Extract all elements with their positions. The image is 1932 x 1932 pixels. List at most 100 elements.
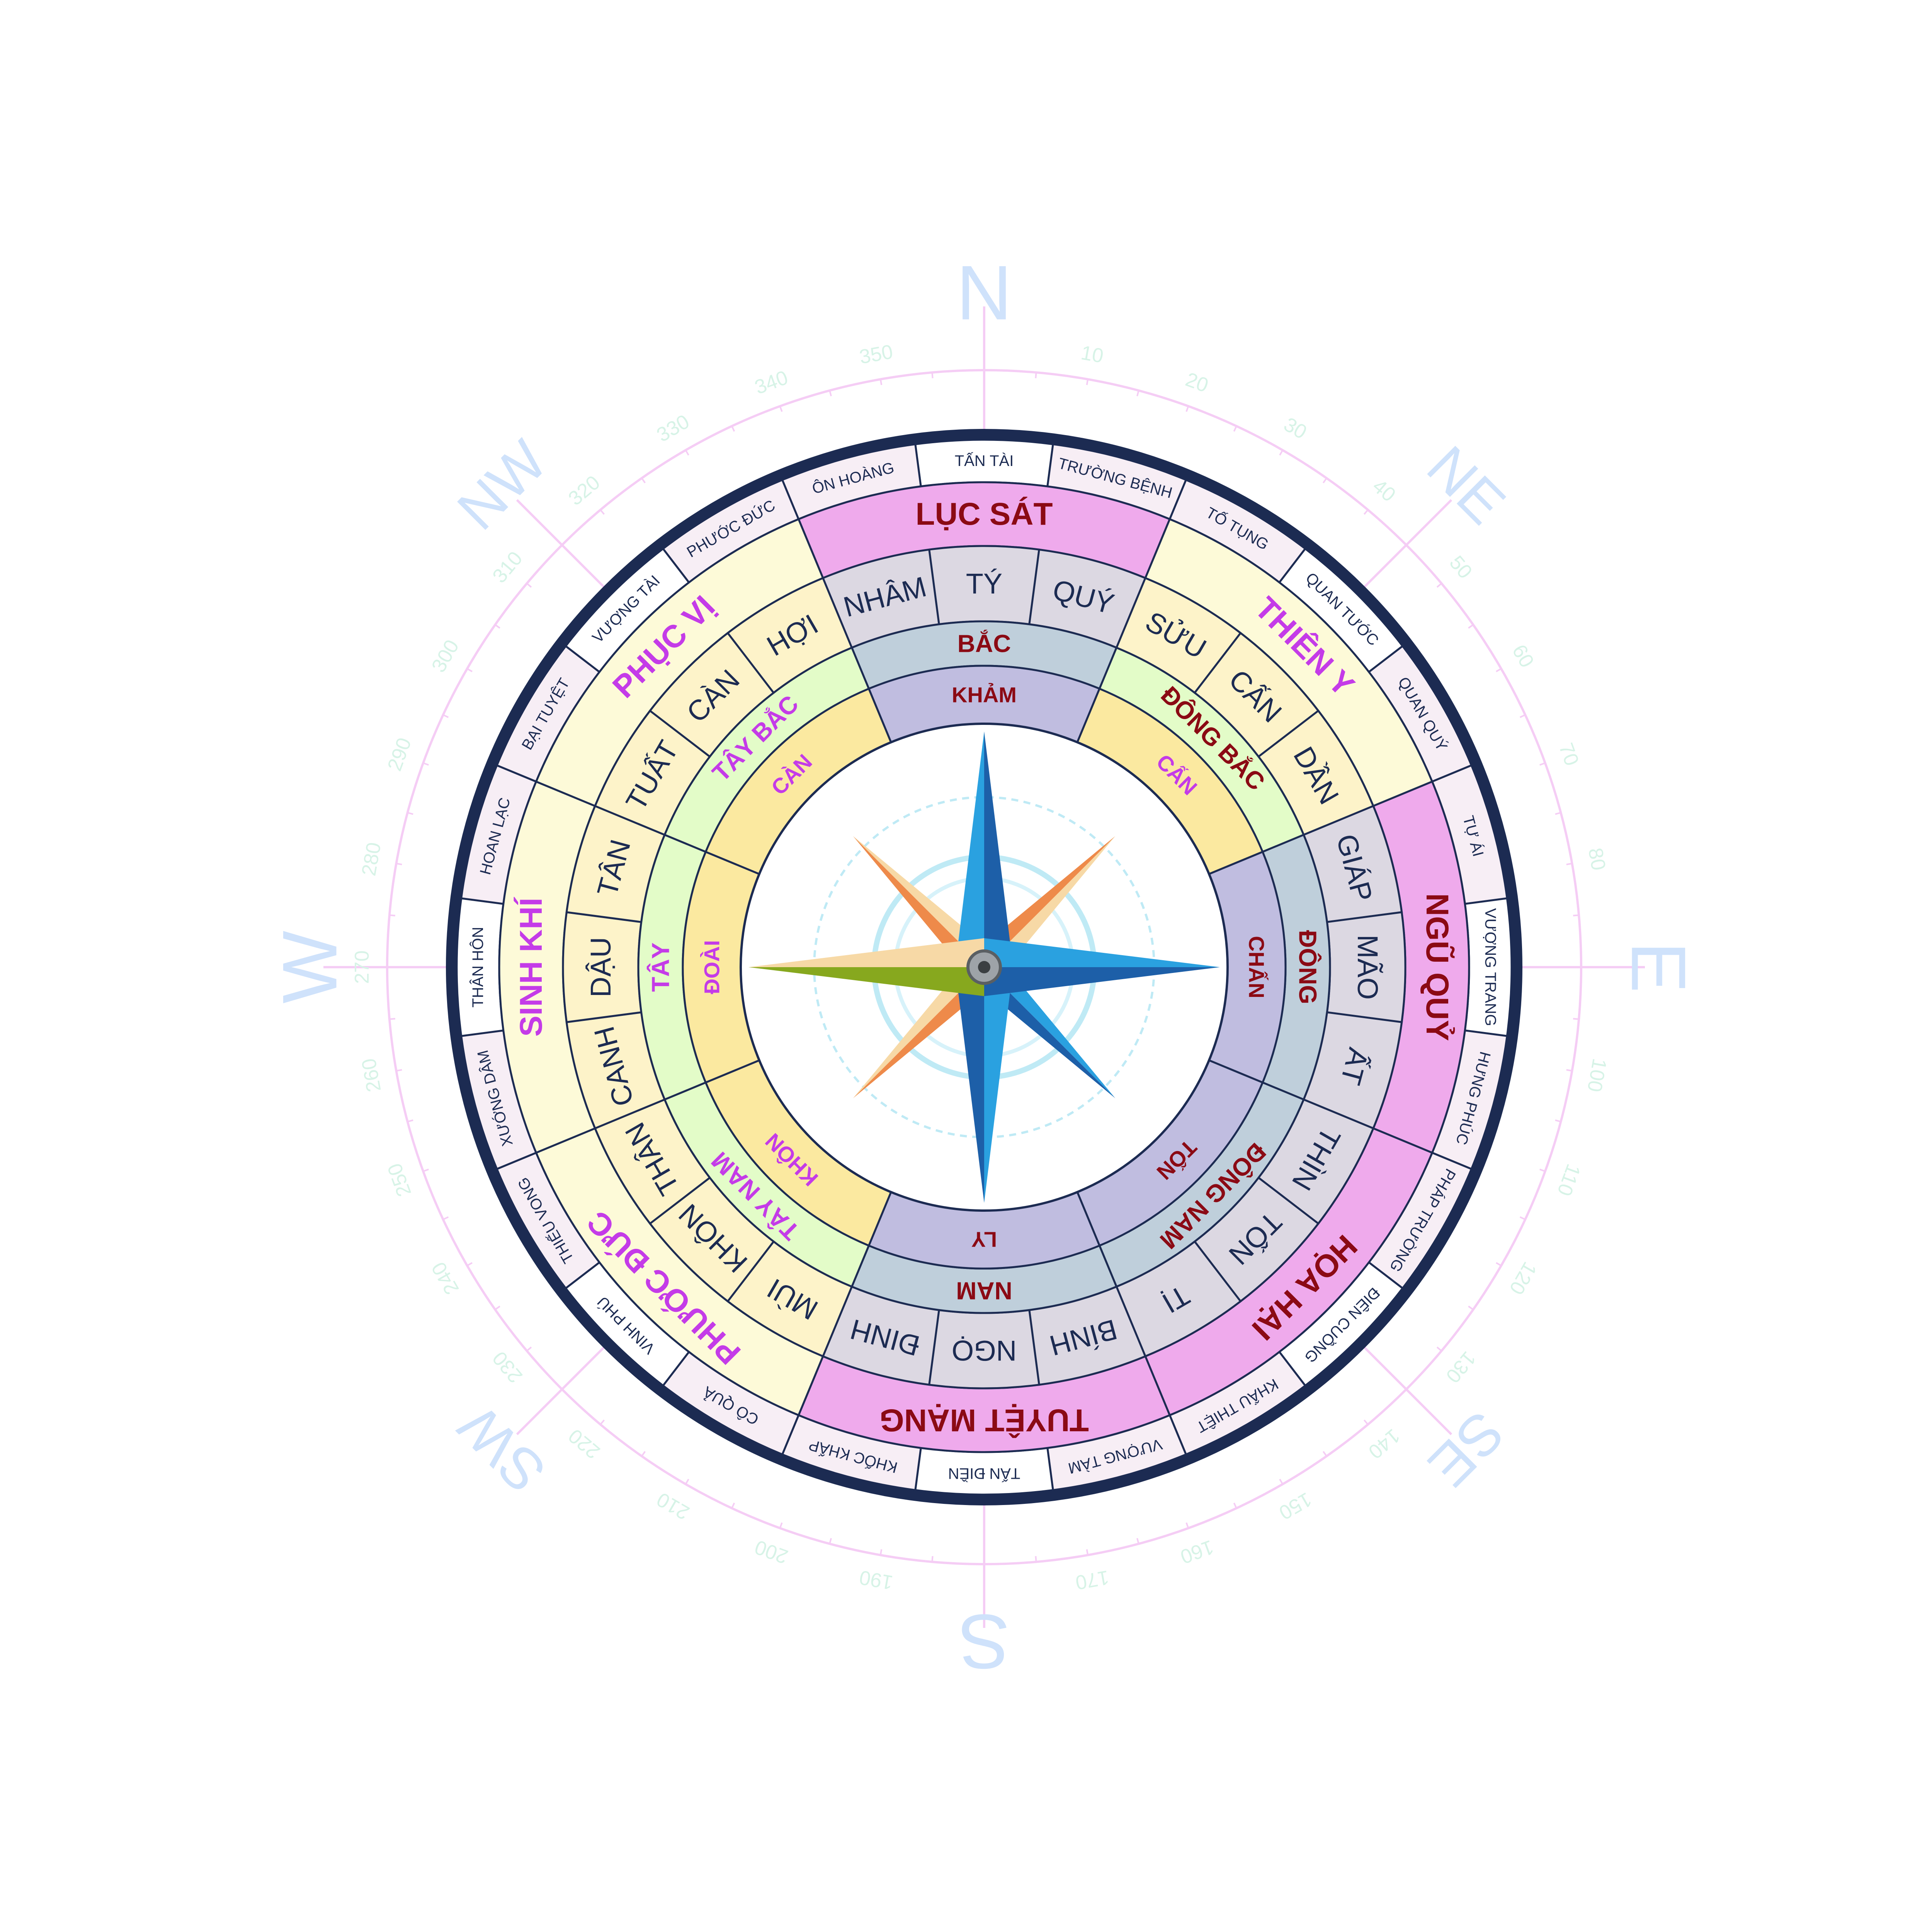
degree-label: 260 [357, 1057, 385, 1094]
mountain-cell: GIÁP [1302, 804, 1403, 923]
rose-tick [442, 714, 449, 718]
rose-tick [526, 1346, 532, 1352]
trigram-label: ĐOÀI [700, 940, 724, 994]
needle-w [748, 938, 984, 996]
mountain-cell: SỬU [1115, 577, 1242, 694]
degree-label: 40 [1368, 475, 1400, 507]
needle-pivot-center [978, 961, 990, 973]
needle-e [984, 938, 1220, 996]
outer-ring-cell: QUAN QUÝ [1367, 645, 1473, 783]
trigram-cell: CÀN [704, 687, 893, 876]
degree-label: 220 [564, 1424, 604, 1463]
needle-n-right [984, 731, 1013, 967]
compass-rose-lines [323, 306, 1645, 1628]
rose-tick [1566, 862, 1572, 866]
mountain-cell: MÃO [1326, 911, 1406, 1024]
rose-tick [779, 406, 783, 412]
degree-label: 270 [351, 951, 373, 984]
mountain-cell: NGỌ [928, 1309, 1041, 1389]
mountain-cell: MÙI [726, 1240, 853, 1358]
outer-ring-cell: KHỐC KHẤP [781, 1414, 922, 1492]
rose-tick [879, 1549, 883, 1555]
needle-e-left [984, 938, 1220, 967]
degree-label: 170 [1074, 1566, 1111, 1594]
degree-label: 10 [1079, 342, 1105, 367]
degree-label: 30 [1280, 413, 1310, 444]
mountain-cell: TÂN [565, 804, 666, 923]
rose-tick [1468, 1305, 1474, 1310]
rose-tick [731, 1502, 735, 1509]
rose-tick [1233, 1502, 1237, 1509]
rose-tick [1519, 1216, 1526, 1220]
rose-tick [1363, 1419, 1369, 1425]
direction-label: TÂY [646, 942, 675, 992]
star-cell: NGŨ QUỶ [1372, 780, 1470, 1154]
degree-label: 140 [1364, 1424, 1404, 1463]
degree-label: 210 [653, 1488, 693, 1524]
rose-tick [1136, 390, 1139, 396]
rose-tick [1436, 1346, 1442, 1352]
mountain-cell: NHÂM [821, 548, 940, 649]
degree-label: 290 [383, 735, 416, 774]
rose-spoke [516, 499, 612, 595]
star-label: NGŨ QUỶ [1420, 893, 1455, 1041]
rose-tick [396, 862, 402, 866]
rose-tick [1185, 1522, 1189, 1529]
direction-label: BẮC [957, 629, 1011, 658]
rose-tick [1468, 624, 1474, 629]
cardinal-w: W [267, 930, 353, 1003]
mountain-cell: DẬU [562, 911, 643, 1024]
rose-tick [407, 812, 413, 815]
degree-label: 340 [752, 366, 791, 399]
star-label: SINH KHÍ [514, 897, 549, 1037]
rose-tick [600, 509, 605, 515]
degree-label: 320 [564, 471, 604, 510]
mountain-cell: TỐN [1193, 1176, 1320, 1303]
rose-tick [1322, 478, 1327, 483]
rose-tick [1136, 1538, 1139, 1544]
degree-label: 150 [1275, 1488, 1315, 1524]
rose-tick [1539, 762, 1546, 766]
trigram-label: LY [971, 1228, 997, 1252]
degree-label: 120 [1505, 1258, 1541, 1298]
mountain-ring: TÝ QUÝSỬUCẤNDẦNGIÁPMÃOẤTTHÌNTỐNTỊBÍNHNGỌĐ… [562, 545, 1406, 1389]
rose-tick [879, 379, 883, 385]
degree-label: 50 [1445, 551, 1477, 583]
degree-label: 130 [1441, 1347, 1480, 1387]
rose-tick [1279, 449, 1284, 456]
cardinal-s: S [958, 1599, 1010, 1685]
cardinal-e: E [1616, 941, 1702, 993]
degree-label: 240 [427, 1258, 464, 1298]
outer-ring-label: TẤN TÀI [955, 452, 1014, 469]
degree-label: 60 [1508, 641, 1538, 671]
rose-tick [1496, 1262, 1502, 1267]
rose-spoke [1356, 499, 1452, 595]
rose-spoke [516, 1339, 612, 1435]
rose-tick [1322, 1451, 1327, 1457]
trigram-label: CHẤN [1245, 936, 1269, 998]
star-label: LỤC SÁT [915, 497, 1053, 532]
needle-n-left [955, 731, 984, 967]
direction-cell: TÂY [637, 833, 707, 1101]
rose-tick [1555, 812, 1561, 815]
degree-label: 350 [858, 340, 895, 368]
outer-ring-cell: TỰ ÁI [1431, 764, 1509, 905]
rose-tick [641, 478, 646, 483]
degree-label: 100 [1583, 1057, 1611, 1094]
degree-label: 250 [383, 1160, 416, 1199]
rose-tick [731, 425, 735, 432]
outer-ring-cell: HOAN LẠC [460, 764, 537, 905]
needle-s-left [984, 967, 1013, 1203]
rose-tick [1185, 406, 1189, 412]
degree-label: 70 [1554, 740, 1583, 769]
mountain-cell: CẤN [1193, 631, 1320, 758]
rose-tick [423, 1168, 429, 1172]
rose-tick [779, 1522, 783, 1529]
rose-tick [829, 1538, 832, 1544]
degree-label: 280 [357, 841, 385, 878]
degree-label: 80 [1584, 846, 1610, 872]
mountain-label: NGỌ [952, 1335, 1017, 1367]
needle-w-left [748, 967, 984, 996]
degree-label: 110 [1553, 1161, 1585, 1199]
